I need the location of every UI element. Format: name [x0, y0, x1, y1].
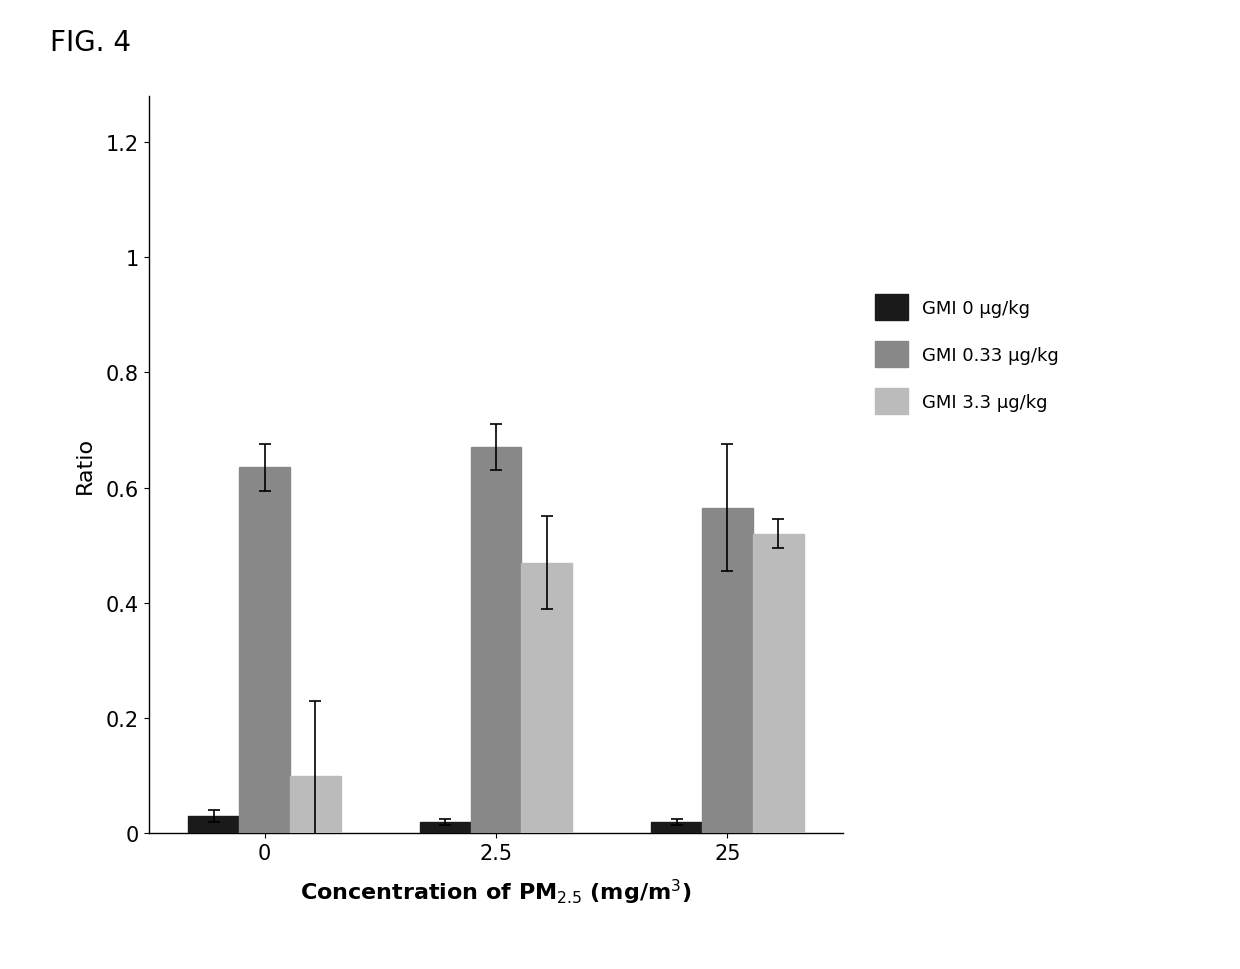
- Bar: [753, 534, 804, 833]
- Bar: [702, 509, 753, 833]
- Bar: [651, 822, 702, 833]
- Y-axis label: Ratio: Ratio: [74, 437, 94, 493]
- Legend: GMI 0 μg/kg, GMI 0.33 μg/kg, GMI 3.3 μg/kg: GMI 0 μg/kg, GMI 0.33 μg/kg, GMI 3.3 μg/…: [866, 286, 1068, 423]
- Bar: [470, 448, 522, 833]
- Bar: [239, 468, 290, 833]
- Text: FIG. 4: FIG. 4: [50, 29, 130, 57]
- Bar: [522, 563, 573, 833]
- Bar: [290, 776, 341, 833]
- X-axis label: Concentration of PM$_{2.5}$ (mg/m$^3$): Concentration of PM$_{2.5}$ (mg/m$^3$): [300, 877, 692, 906]
- Bar: [188, 816, 239, 833]
- Bar: [419, 822, 470, 833]
